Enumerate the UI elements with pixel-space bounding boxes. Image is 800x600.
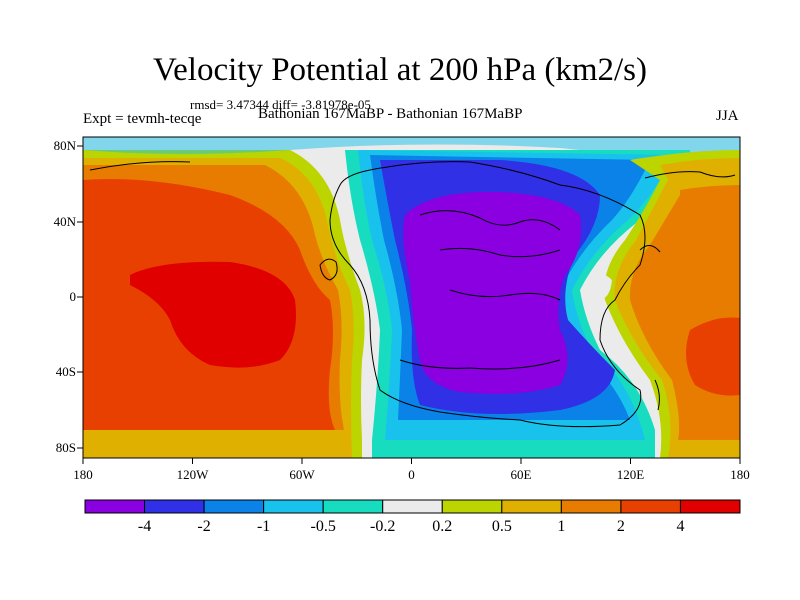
colorbar-label: -2 <box>197 518 211 535</box>
colorbar-label: -1 <box>256 518 271 535</box>
y-tick-label: 40S <box>55 364 76 379</box>
y-tick-label: 80N <box>53 138 76 153</box>
colorbar-swatch <box>560 499 622 514</box>
colorbar-swatch <box>679 499 741 514</box>
stats-line: rmsd= 3.47344 diff= -3.81978e-05 <box>190 97 371 112</box>
coastlines <box>89 161 736 428</box>
experiment-label: Expt = tevmh-tecqe <box>83 111 202 127</box>
colorbar-swatch <box>441 499 503 514</box>
neg-4 <box>403 191 581 394</box>
colorbar-swatch <box>203 499 265 514</box>
x-tick-label: 120W <box>176 467 209 482</box>
colorbar-label: 4 <box>676 518 685 535</box>
colorbar-swatch <box>620 499 681 514</box>
colorbar-swatch <box>263 499 324 514</box>
colorbar-swatch <box>322 499 384 514</box>
x-tick-label: 120E <box>616 467 645 482</box>
colorbar-label: 1 <box>557 518 566 535</box>
colorbar-label: 0.5 <box>491 518 512 535</box>
axis-ticks <box>77 145 741 464</box>
x-tick-label: 60W <box>289 467 315 482</box>
chart-title: Velocity Potential at 200 hPa (km2/s) <box>152 52 648 88</box>
colorbar-swatch <box>501 499 562 514</box>
x-tick-label: 180 <box>73 467 93 482</box>
east-pos-weak <box>588 274 612 300</box>
colorbar-swatch <box>382 499 443 514</box>
colorbar-label: -0.5 <box>310 518 336 535</box>
x-tick-label: 180 <box>730 467 750 482</box>
season-label: JJA <box>716 108 739 124</box>
east-pos-2b <box>686 317 740 396</box>
x-tick-label: 60E <box>510 467 532 482</box>
east-pos-2 <box>678 215 740 300</box>
colorbar <box>84 499 741 514</box>
arctic-band <box>83 137 740 160</box>
colorbar-label: 2 <box>616 518 625 535</box>
y-tick-label: 40N <box>53 214 76 229</box>
y-tick-label: 0 <box>69 289 77 304</box>
contour-field <box>83 137 740 458</box>
colorbar-label: -0.2 <box>370 518 396 535</box>
y-tick-label: 80S <box>55 440 76 455</box>
period-label: Bathonian 167MaBP - Bathonian 167MaBP <box>258 106 523 122</box>
colorbar-label: -4 <box>137 518 152 535</box>
colorbar-label: 0.2 <box>432 518 453 535</box>
pacific-positive-4 <box>130 261 296 368</box>
colorbar-swatch <box>84 499 146 514</box>
x-tick-label: 0 <box>408 467 415 482</box>
colorbar-swatch <box>144 499 205 514</box>
